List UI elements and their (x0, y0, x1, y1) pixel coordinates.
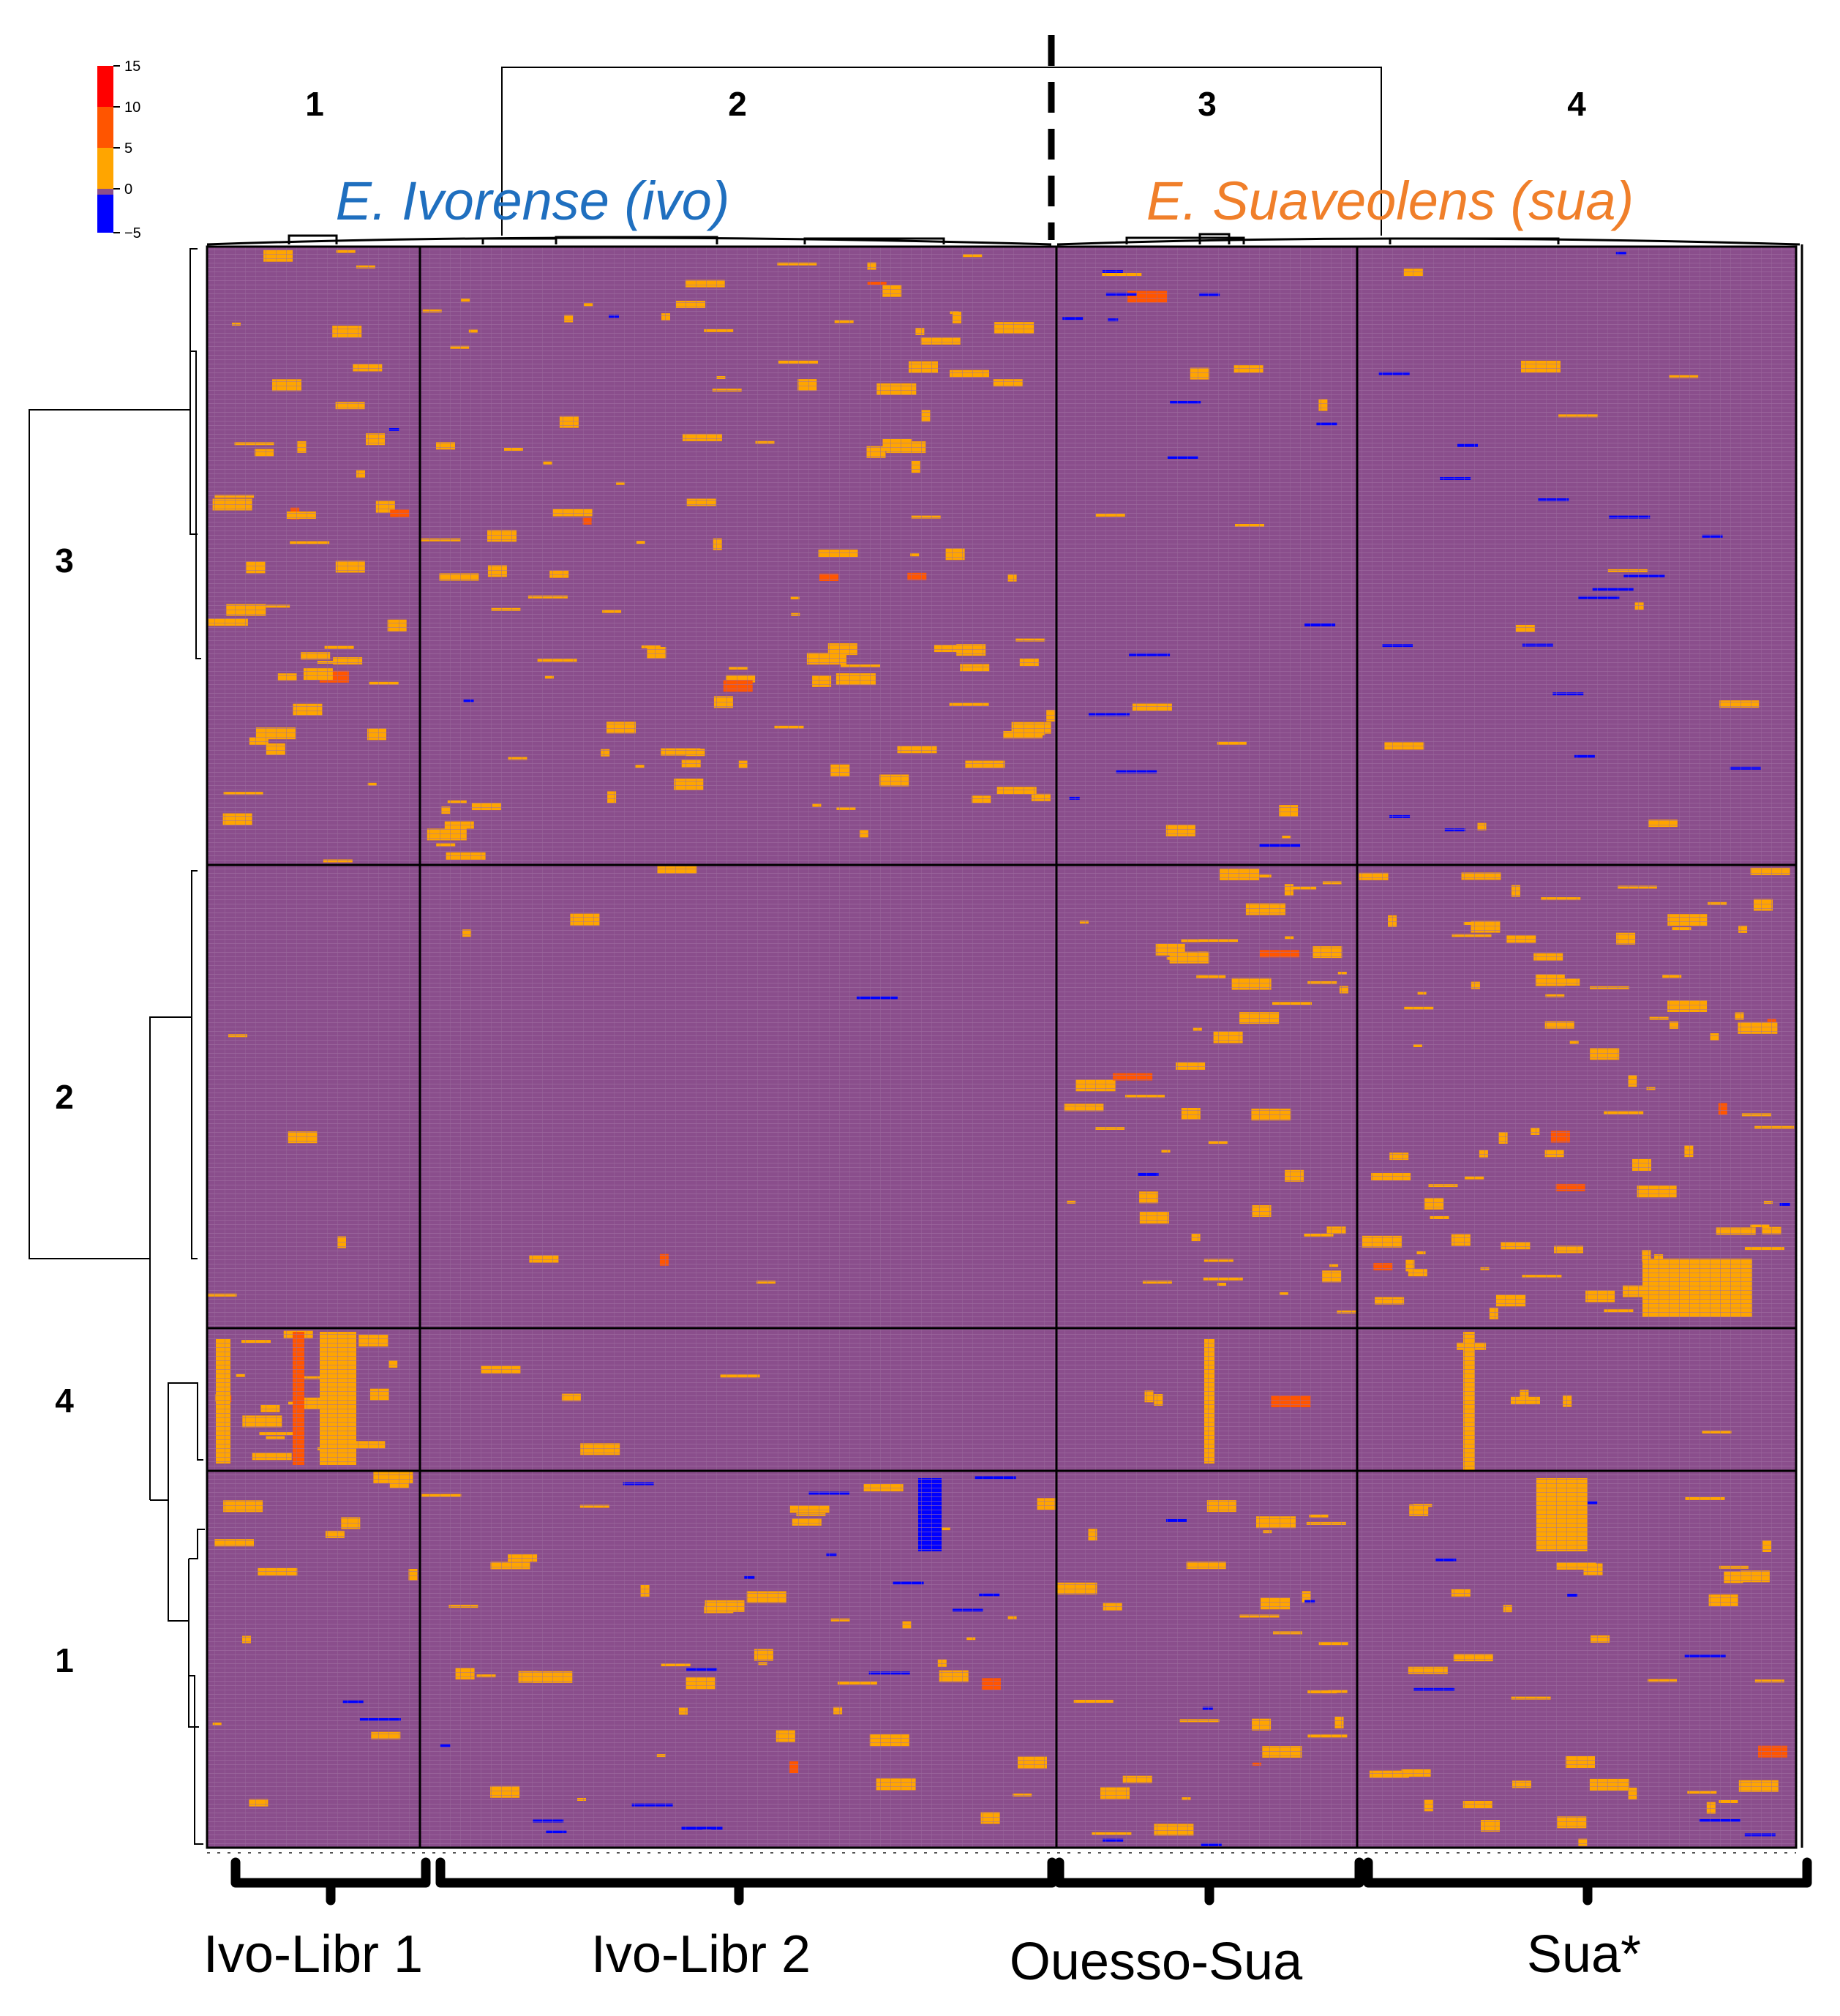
row-cluster-4: 4 (55, 1382, 74, 1420)
group-label-sua-star: Sua* (1527, 1925, 1641, 1984)
group-label-ivo-libr-2: Ivo-Libr 2 (591, 1925, 811, 1984)
row-cluster-2: 2 (55, 1078, 74, 1116)
col-cluster-1: 1 (305, 85, 324, 123)
row-cluster-3: 3 (55, 542, 74, 580)
legend-orange (97, 148, 113, 189)
block-boundaries (206, 245, 1798, 1849)
legend-tick-5: 5 (124, 140, 132, 157)
color-legend: 15 10 5 0 −5 (97, 59, 141, 241)
column-dendrogram (206, 233, 1803, 1848)
group-label-ivo-libr-1: Ivo-Libr 1 (203, 1925, 423, 1984)
top-dendrogram-link (501, 67, 1382, 236)
col-cluster-4: 4 (1567, 85, 1586, 123)
legend-tick-15: 15 (124, 59, 140, 75)
legend-tick-10: 10 (124, 100, 140, 116)
group-brackets (230, 1857, 1812, 1906)
legend-red (97, 66, 113, 107)
row-cluster-1: 1 (55, 1641, 74, 1679)
legend-orange-red (97, 107, 113, 148)
col-cluster-3: 3 (1198, 85, 1217, 123)
col-cluster-2: 2 (728, 85, 747, 123)
legend-blue (97, 195, 113, 233)
legend-tick-0: 0 (124, 181, 132, 198)
species-ivorense-label: E. Ivorense (ivo) (336, 171, 730, 231)
heatmap-col-grid (207, 247, 1796, 1848)
group-label-ouesso-sua: Ouesso-Sua (1010, 1933, 1303, 1991)
species-suaveolens-label: E. Suaveolens (sua) (1146, 171, 1634, 231)
row-dendrogram (29, 248, 205, 1845)
legend-tick-minus5: −5 (124, 225, 141, 241)
